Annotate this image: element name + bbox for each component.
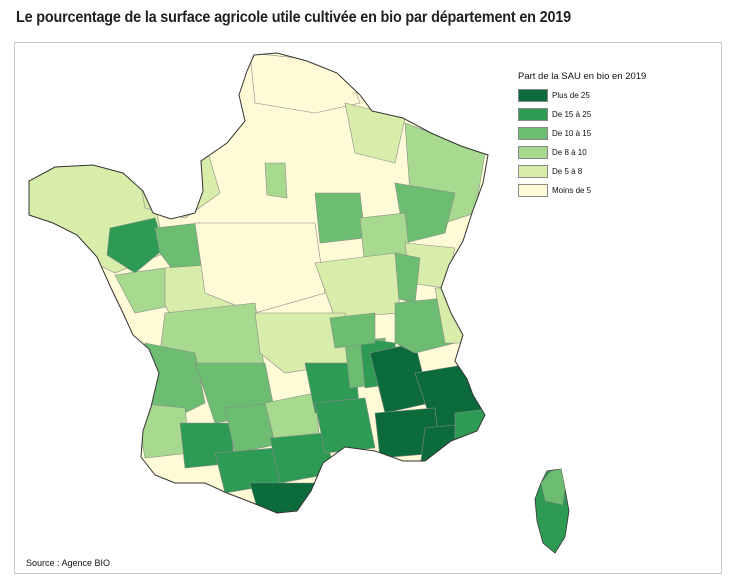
legend-label: De 10 à 15 [552,129,592,138]
legend-swatch [518,146,548,159]
legend-swatch [518,184,548,197]
legend-item: De 8 à 10 [518,143,646,162]
region-alpes-maritimes [454,407,488,449]
legend-label: Plus de 25 [552,91,590,100]
legend-item: Moins de 5 [518,181,646,200]
legend-item: Plus de 25 [518,86,646,105]
legend-swatch [518,127,548,140]
region-paris-east [264,162,288,199]
legend-label: Moins de 5 [552,186,592,195]
france-outline [28,52,489,514]
page-title: Le pourcentage de la surface agricole ut… [16,9,571,26]
legend-title: Part de la SAU en bio en 2019 [518,71,647,82]
region-centre [194,222,326,314]
legend-swatch [518,89,548,102]
legend-item: De 10 à 15 [518,124,646,143]
region-loire [329,312,376,349]
map-frame: Part de la SAU en bio en 2019 Plus de 25… [14,42,722,574]
region-gard [314,397,376,454]
france-choropleth-map [28,52,570,554]
region-nord [249,53,361,114]
source-note: Source : Agence BIO [26,558,111,568]
region-yonne [314,192,366,244]
legend-item: De 5 à 8 [518,162,646,181]
legend-swatch [518,165,548,178]
region-loire-atlantique [106,217,166,274]
map-legend: Part de la SAU en bio en 2019 Plus de 25… [518,71,646,200]
region-haute-corse [540,468,566,506]
legend-label: De 8 à 10 [552,148,587,157]
legend-label: De 15 à 25 [552,110,592,119]
legend-item: De 15 à 25 [518,105,646,124]
legend-swatch [518,108,548,121]
legend-label: De 5 à 8 [552,167,583,176]
